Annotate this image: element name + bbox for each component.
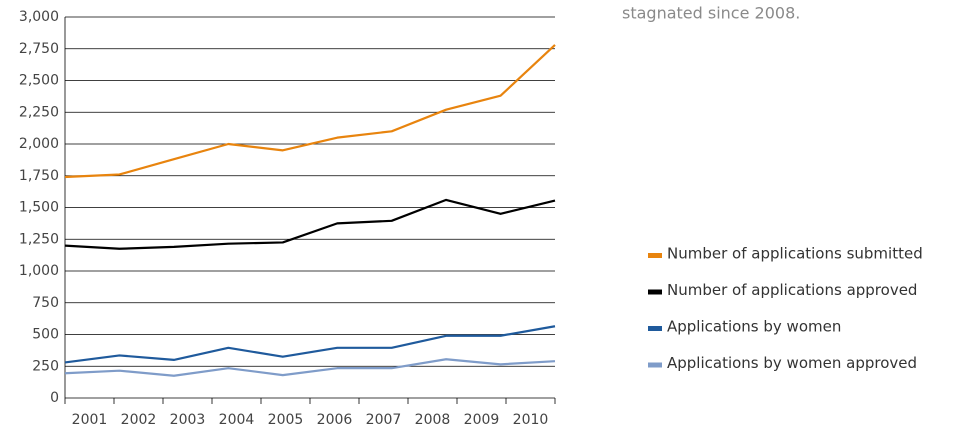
legend-swatch bbox=[648, 253, 662, 258]
annotation: stagnated since 2008. bbox=[622, 4, 800, 23]
y-tick-label: 3,000 bbox=[19, 9, 59, 25]
legend-label: Number of applications submitted bbox=[667, 245, 923, 263]
x-tick-label: 2008 bbox=[415, 412, 451, 428]
x-tick-label: 2007 bbox=[366, 412, 402, 428]
x-tick-label: 2005 bbox=[268, 412, 304, 428]
x-tick-label: 2009 bbox=[464, 412, 500, 428]
x-tick-label: 2004 bbox=[219, 412, 255, 428]
series-line bbox=[64, 198, 556, 250]
y-tick-label: 2,750 bbox=[19, 41, 59, 57]
series-line bbox=[64, 358, 556, 377]
y-tick-label: 2,000 bbox=[19, 136, 59, 152]
y-tick-label: 1,250 bbox=[19, 231, 59, 247]
x-tick-label: 2003 bbox=[170, 412, 206, 428]
legend-label: Number of applications approved bbox=[667, 281, 917, 299]
legend-swatch bbox=[648, 362, 662, 368]
y-tick-label: 1,000 bbox=[19, 263, 59, 279]
x-tick-label: 2002 bbox=[121, 412, 157, 428]
y-tick-label: 250 bbox=[32, 358, 59, 374]
legend-label: Applications by women approved bbox=[667, 354, 917, 372]
y-tick-label: 2,250 bbox=[19, 104, 59, 120]
series-line bbox=[64, 44, 556, 179]
legend-swatch bbox=[648, 289, 662, 295]
y-tick-label: 0 bbox=[50, 390, 59, 406]
series-line bbox=[64, 325, 556, 364]
y-tick-label: 2,500 bbox=[19, 73, 59, 89]
y-tick-label: 750 bbox=[32, 295, 59, 311]
x-tick-label: 2006 bbox=[317, 412, 353, 428]
y-tick-label: 1,750 bbox=[19, 168, 59, 184]
legend-label: Applications by women bbox=[667, 318, 841, 336]
y-tick-label: 500 bbox=[32, 327, 59, 343]
legend-swatch bbox=[648, 326, 662, 331]
y-tick-label: 1,500 bbox=[19, 200, 59, 216]
x-tick-label: 2010 bbox=[513, 412, 549, 428]
x-tick-label: 2001 bbox=[72, 412, 108, 428]
